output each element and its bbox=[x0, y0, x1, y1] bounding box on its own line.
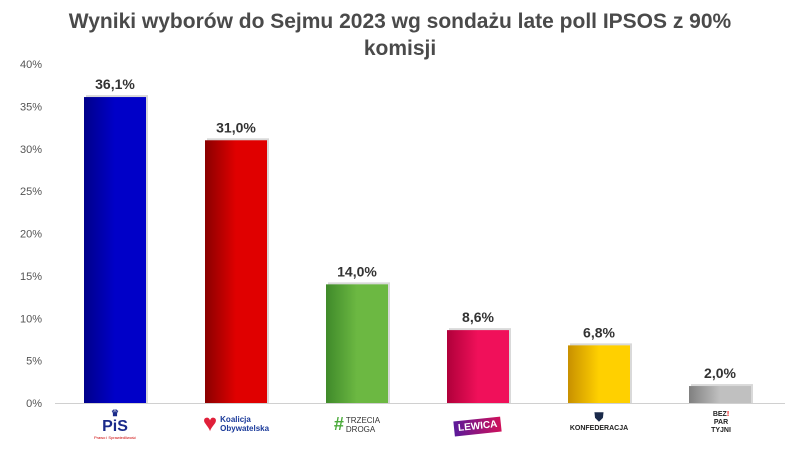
y-tick-label: 0% bbox=[26, 398, 42, 410]
y-tick-label: 35% bbox=[20, 101, 42, 113]
logo-konfederacja: ⛊ KONFEDERACJA bbox=[544, 410, 654, 432]
chart-title: Wyniki wyborów do Sejmu 2023 wg sondażu … bbox=[68, 10, 732, 60]
data-label: 2,0% bbox=[704, 365, 736, 381]
y-tick-label: 40% bbox=[20, 59, 42, 71]
data-label: 36,1% bbox=[95, 76, 135, 92]
logo-trzecia-droga: # TRZECIA DROGA bbox=[333, 414, 381, 434]
data-label: 8,6% bbox=[462, 309, 494, 325]
heart-icon: ♥ bbox=[202, 410, 218, 437]
logo-ko: ♥ Koalicja Obywatelska bbox=[202, 410, 270, 437]
bar-konfederacja bbox=[568, 345, 630, 403]
logo-pis: ♛ PiS Prawo i Sprawiedliwość bbox=[93, 408, 136, 440]
y-tick-label: 5% bbox=[26, 356, 42, 368]
y-tick-label: 20% bbox=[20, 229, 42, 241]
bar-pis bbox=[84, 97, 146, 404]
logo-lewica: LEWICA bbox=[423, 416, 533, 437]
bar-trzecia-droga bbox=[326, 284, 388, 403]
y-tick-label: 10% bbox=[20, 313, 42, 325]
y-tick-label: 15% bbox=[20, 271, 42, 283]
logo-bezpartyjni: BEZ! PAR TYJNI bbox=[711, 411, 731, 434]
data-label: 31,0% bbox=[216, 119, 256, 135]
bar-koalicja-obywatelska bbox=[205, 140, 267, 403]
y-tick-label: 30% bbox=[20, 144, 42, 156]
data-label: 6,8% bbox=[583, 324, 615, 340]
bar-bezpartyjni-samorządowcy bbox=[689, 386, 751, 403]
bar-lewica bbox=[447, 330, 509, 403]
konfederacja-emblem-icon: ⛊ bbox=[594, 410, 604, 424]
y-tick-label: 25% bbox=[20, 186, 42, 198]
data-label: 14,0% bbox=[337, 263, 377, 279]
